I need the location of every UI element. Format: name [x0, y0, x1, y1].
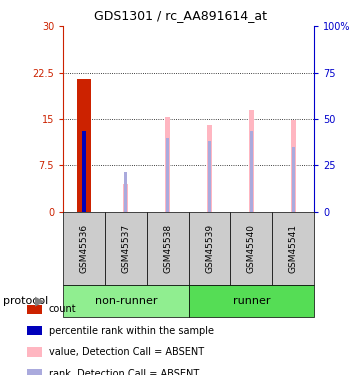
Text: GSM45537: GSM45537: [121, 224, 130, 273]
Text: count: count: [49, 304, 77, 314]
Text: GSM45536: GSM45536: [79, 224, 88, 273]
Text: runner: runner: [232, 296, 270, 306]
Text: ▶: ▶: [35, 294, 44, 307]
Text: GSM45539: GSM45539: [205, 224, 214, 273]
Bar: [166, 138, 169, 212]
Text: non-runner: non-runner: [95, 296, 157, 306]
Bar: [249, 110, 254, 212]
Bar: [125, 172, 127, 212]
Bar: [165, 117, 170, 212]
Bar: [123, 184, 129, 212]
Text: protocol: protocol: [3, 296, 48, 306]
Bar: [77, 79, 91, 212]
Bar: [208, 141, 211, 212]
Bar: [82, 132, 86, 212]
Bar: [250, 132, 253, 212]
Text: percentile rank within the sample: percentile rank within the sample: [49, 326, 214, 336]
Text: GSM45540: GSM45540: [247, 224, 256, 273]
Text: rank, Detection Call = ABSENT: rank, Detection Call = ABSENT: [49, 369, 199, 375]
Text: GSM45541: GSM45541: [289, 224, 298, 273]
Bar: [291, 120, 296, 212]
Bar: [292, 147, 295, 212]
Bar: [207, 125, 212, 212]
Text: value, Detection Call = ABSENT: value, Detection Call = ABSENT: [49, 347, 204, 357]
Text: GSM45538: GSM45538: [163, 224, 172, 273]
Text: GDS1301 / rc_AA891614_at: GDS1301 / rc_AA891614_at: [94, 9, 267, 22]
